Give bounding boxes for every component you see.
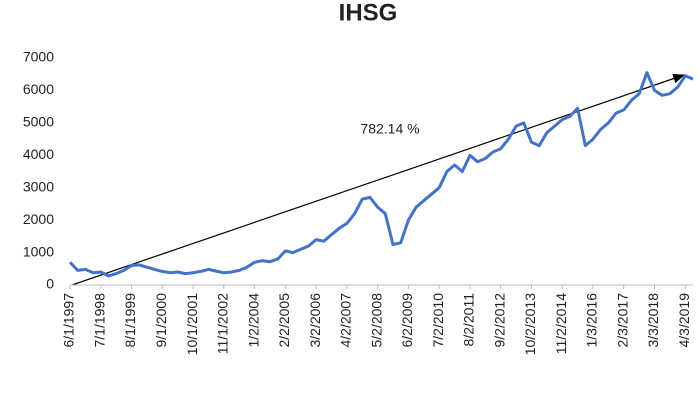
x-tick-label: 4/3/2019 bbox=[676, 293, 692, 348]
y-tick-label: 0 bbox=[46, 276, 54, 292]
trend-arrow bbox=[71, 73, 686, 286]
annotation: 782.14 % bbox=[360, 121, 419, 137]
x-tick-label: 2/3/2017 bbox=[614, 293, 630, 348]
x-tick-label: 6/1/1997 bbox=[61, 293, 77, 348]
y-tick-label: 2000 bbox=[23, 211, 54, 227]
x-tick-label: 7/2/2010 bbox=[430, 293, 446, 348]
chart-title: IHSG bbox=[339, 0, 398, 26]
x-tick-label: 9/1/2000 bbox=[153, 293, 169, 348]
y-tick-label: 6000 bbox=[23, 81, 54, 97]
x-tick-label: 1/2/2004 bbox=[245, 293, 261, 348]
x-tick-label: 5/2/2008 bbox=[368, 293, 384, 348]
x-tick-label: 6/2/2009 bbox=[399, 293, 415, 348]
x-tick-label: 1/3/2016 bbox=[584, 293, 600, 348]
x-tick-label: 10/1/2001 bbox=[184, 293, 200, 355]
y-tick-label: 5000 bbox=[23, 114, 54, 130]
x-tick-label: 8/1/1999 bbox=[122, 293, 138, 348]
y-tick-label: 3000 bbox=[23, 178, 54, 194]
x-tick-label: 11/1/2002 bbox=[215, 293, 231, 354]
x-tick-label: 3/3/2018 bbox=[645, 293, 661, 348]
x-tick-label: 8/2/2011 bbox=[461, 293, 477, 347]
x-tick-label: 2/2/2005 bbox=[276, 293, 292, 348]
x-tick-label: 9/2/2012 bbox=[491, 293, 507, 348]
x-tick-label: 7/1/1998 bbox=[91, 293, 107, 348]
line bbox=[68, 71, 694, 278]
y-tick-label: 7000 bbox=[23, 49, 54, 65]
x-tick-label: 3/2/2006 bbox=[307, 293, 323, 348]
y-tick-label: 1000 bbox=[23, 243, 54, 259]
x-tick-label: 11/2/2014 bbox=[553, 293, 569, 354]
y-tick-label: 4000 bbox=[23, 146, 54, 162]
x-tick-label: 10/2/2013 bbox=[522, 293, 538, 355]
x-tick-label: 4/2/2007 bbox=[338, 293, 354, 348]
